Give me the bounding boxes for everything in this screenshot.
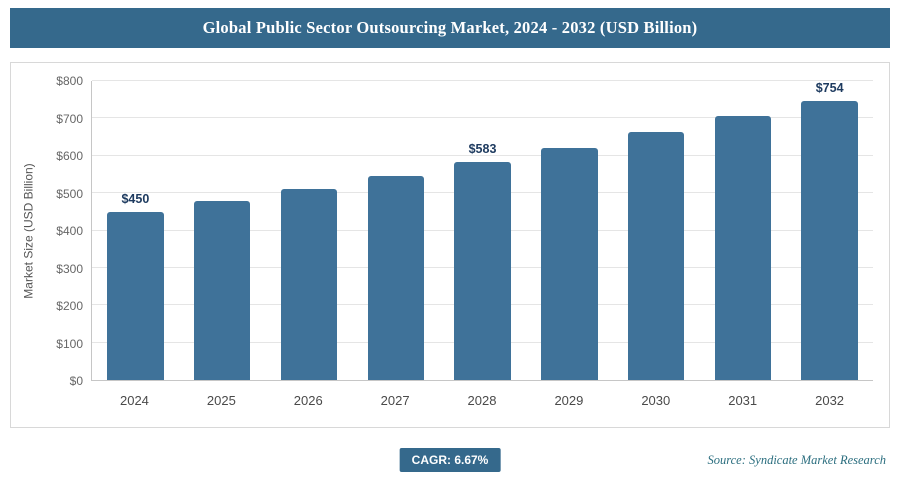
cagr-badge: CAGR: 6.67% (399, 448, 501, 472)
y-tick-label: $0 (69, 374, 83, 388)
bar-2028 (454, 162, 511, 380)
chart-area: Market Size (USD Billion) $0 $100 $200 $300… (17, 74, 873, 419)
bar-2026 (280, 188, 338, 380)
x-tick-label: 2032 (815, 392, 845, 408)
bar-2030 (627, 132, 685, 380)
x-tick-label: 2028 (467, 392, 497, 408)
x-tick-label: 2031 (728, 392, 758, 408)
footer: CAGR: 6.67% Source: Syndicate Market Res… (14, 446, 886, 474)
bar-2031 (714, 115, 772, 380)
source-text: Source: Syndicate Market Research (707, 452, 886, 467)
bar-2032 (801, 100, 858, 380)
bar-slot-2026 (266, 81, 353, 380)
gridline (92, 80, 873, 81)
bar-slot-2030 (613, 81, 700, 380)
gridline (92, 154, 873, 156)
bars-row: $450 $583 $754 (92, 81, 873, 380)
x-tick-label: 2026 (293, 392, 323, 408)
y-tick-label: $600 (56, 149, 83, 163)
bar-slot-2032: $754 (786, 81, 873, 380)
x-axis: 2024 2025 2026 2027 2028 2029 2030 2031 2032 (91, 381, 873, 419)
bar-slot-2028: $583 (439, 81, 526, 380)
x-tick-label: 2027 (380, 392, 410, 408)
x-tick-label: 2029 (554, 392, 584, 408)
plot-area: $450 $583 $754 (91, 80, 873, 381)
bar-2024 (107, 211, 164, 380)
y-tick-label: $700 (56, 111, 83, 126)
bar-slot-2025 (179, 81, 266, 380)
y-tick-label: $400 (56, 224, 83, 238)
x-tick-label: 2030 (641, 392, 671, 408)
y-axis-ticks: $0 $100 $200 $300 $400 $500 $600 $700 $800 (41, 74, 91, 388)
header-bar: Global Public Sector Outsourcing Market,… (10, 8, 890, 48)
y-tick-label: $200 (56, 299, 83, 313)
bar-value-label: $583 (468, 142, 497, 157)
x-tick-label: 2025 (206, 392, 236, 408)
bar-slot-2031 (699, 81, 786, 380)
chart-title: Global Public Sector Outsourcing Market,… (202, 18, 698, 37)
y-tick-label: $300 (56, 261, 83, 276)
bar-2029 (541, 147, 598, 380)
y-axis-title-text: Market Size (USD Billion) (22, 163, 36, 299)
y-axis-title: Market Size (USD Billion) (17, 81, 41, 381)
bar-slot-2027 (352, 81, 439, 380)
gridline (92, 117, 873, 119)
bar-value-label: $450 (121, 191, 150, 206)
bar-slot-2024: $450 (92, 81, 179, 380)
bar-slot-2029 (526, 81, 613, 380)
y-tick-label: $800 (56, 74, 83, 88)
bar-2027 (367, 175, 424, 380)
y-tick-label: $100 (56, 336, 83, 351)
chart-frame: Market Size (USD Billion) $0 $100 $200 $300… (10, 62, 890, 428)
x-tick-label: 2024 (119, 392, 149, 408)
y-tick-label: $500 (56, 186, 83, 201)
bar-2025 (193, 200, 251, 380)
bar-value-label: $754 (815, 81, 844, 95)
